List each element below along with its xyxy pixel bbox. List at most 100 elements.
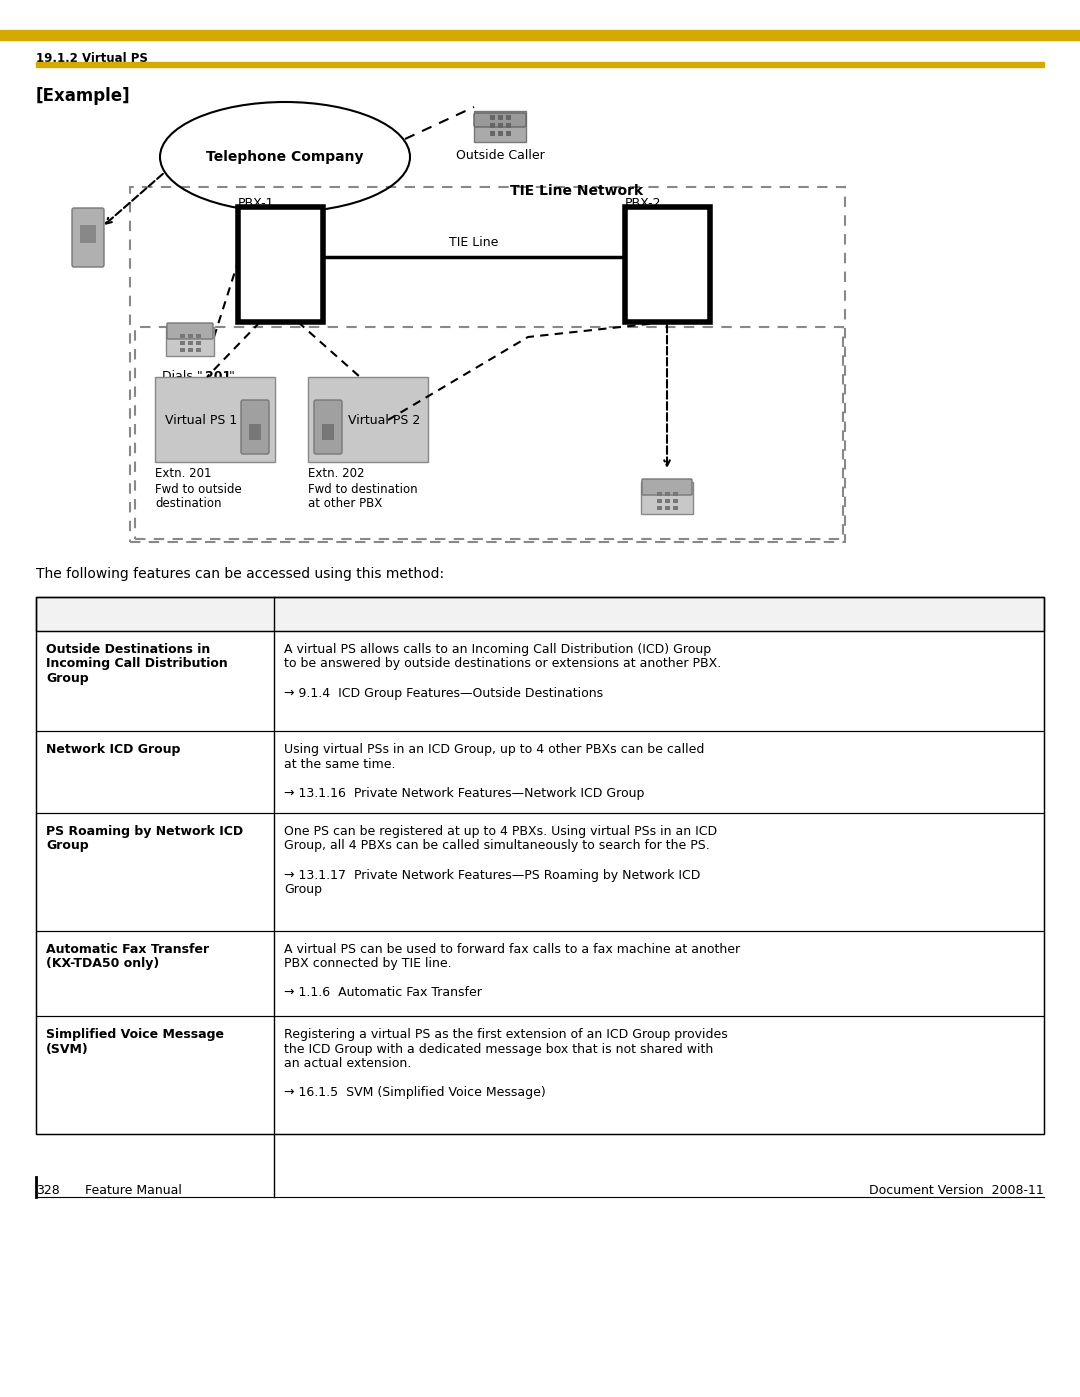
Text: Fwd to outside: Fwd to outside [156, 483, 242, 496]
Bar [188, 348, 193, 352]
Text: to be answered by outside destinations or extensions at another PBX.: to be answered by outside destinations o… [284, 658, 721, 671]
Bar [665, 492, 670, 496]
Bar [642, 482, 693, 514]
Bar [166, 327, 214, 356]
Bar [156, 377, 275, 462]
Text: → 16.1.5  SVM (Simplified Voice Message): → 16.1.5 SVM (Simplified Voice Message) [284, 1085, 545, 1099]
Bar [36, 731, 1044, 813]
Bar [490, 131, 495, 136]
Text: (SVM): (SVM) [46, 1042, 89, 1056]
Text: Group, all 4 PBXs can be called simultaneously to search for the PS.: Group, all 4 PBXs can be called simultan… [284, 840, 710, 852]
Text: TIE Line: TIE Line [449, 236, 499, 249]
FancyBboxPatch shape [241, 400, 269, 454]
Text: → 13.1.16  Private Network Features—Network ICD Group: → 13.1.16 Private Network Features—Netwo… [284, 787, 645, 799]
FancyBboxPatch shape [72, 208, 104, 267]
FancyBboxPatch shape [474, 113, 526, 127]
Text: Dials ": Dials " [162, 370, 203, 383]
Text: → 9.1.4  ICD Group Features—Outside Destinations: → 9.1.4 ICD Group Features—Outside Desti… [284, 686, 603, 700]
Bar [36, 813, 1044, 930]
Text: → 13.1.17  Private Network Features—PS Roaming by Network ICD: → 13.1.17 Private Network Features—PS Ro… [284, 869, 700, 882]
Text: PBX-1: PBX-1 [238, 197, 274, 210]
Text: PBX-2: PBX-2 [625, 197, 661, 210]
Bar [238, 207, 323, 321]
Bar [507, 131, 511, 136]
Text: the ICD Group with a dedicated message box that is not shared with: the ICD Group with a dedicated message b… [284, 1042, 713, 1056]
Bar [195, 334, 201, 338]
Bar [308, 377, 428, 462]
Bar [180, 341, 185, 345]
Text: Virtual PS 1: Virtual PS 1 [165, 414, 238, 426]
Bar [36, 631, 1044, 731]
Text: an actual extension.: an actual extension. [284, 1058, 411, 1070]
Bar [36, 597, 1044, 631]
Text: Feature Manual: Feature Manual [85, 1185, 181, 1197]
Text: A virtual PS allows calls to an Incoming Call Distribution (ICD) Group: A virtual PS allows calls to an Incoming… [284, 643, 711, 657]
Bar [673, 499, 678, 503]
Bar [673, 506, 678, 510]
Bar [498, 131, 503, 136]
Bar [507, 123, 511, 129]
Text: Simplified Voice Message: Simplified Voice Message [46, 1028, 224, 1041]
FancyBboxPatch shape [314, 400, 342, 454]
Bar [625, 207, 710, 321]
Text: Registering a virtual PS as the first extension of an ICD Group provides: Registering a virtual PS as the first ex… [284, 1028, 728, 1041]
Text: Extn. 201: Extn. 201 [156, 467, 212, 481]
Bar [36, 61, 1044, 67]
Text: → 1.1.6  Automatic Fax Transfer: → 1.1.6 Automatic Fax Transfer [284, 986, 482, 999]
Text: Group: Group [46, 672, 89, 685]
Bar [36, 930, 1044, 1016]
Text: 328: 328 [36, 1185, 59, 1197]
Bar [195, 348, 201, 352]
Bar [0, 29, 1080, 41]
Text: One PS can be registered at up to 4 PBXs. Using virtual PSs in an ICD: One PS can be registered at up to 4 PBXs… [284, 826, 717, 838]
Text: (KX-TDA50 only): (KX-TDA50 only) [46, 957, 159, 971]
Text: Fwd to destination: Fwd to destination [308, 483, 418, 496]
Bar [673, 492, 678, 496]
Bar [249, 425, 261, 440]
Text: Description & Reference: Description & Reference [564, 608, 755, 622]
Bar [188, 334, 193, 338]
Bar [188, 341, 193, 345]
Text: PBX connected by TIE line.: PBX connected by TIE line. [284, 957, 451, 971]
Text: ": " [229, 370, 234, 383]
Text: PS Roaming by Network ICD: PS Roaming by Network ICD [46, 826, 243, 838]
Text: Group: Group [284, 883, 322, 895]
Bar [36, 1016, 1044, 1134]
Text: Outside Destinations in: Outside Destinations in [46, 643, 211, 657]
Text: [Example]: [Example] [36, 87, 131, 105]
Text: 201: 201 [205, 370, 231, 383]
Text: Document Version  2008-11: Document Version 2008-11 [869, 1185, 1044, 1197]
Text: Outside Caller: Outside Caller [456, 149, 544, 162]
Bar [498, 123, 503, 129]
Bar [180, 334, 185, 338]
Bar [665, 499, 670, 503]
Bar [135, 327, 843, 539]
Bar [36, 597, 1044, 1134]
Bar [130, 187, 845, 542]
Bar [474, 110, 526, 142]
Bar [490, 115, 495, 120]
Text: Virtual PS 2: Virtual PS 2 [348, 414, 420, 426]
Bar [498, 115, 503, 120]
Text: Using virtual PSs in an ICD Group, up to 4 other PBXs can be called: Using virtual PSs in an ICD Group, up to… [284, 743, 704, 756]
Text: at other PBX: at other PBX [308, 497, 382, 510]
Text: A virtual PS can be used to forward fax calls to a fax machine at another: A virtual PS can be used to forward fax … [284, 943, 740, 956]
Text: Incoming Call Distribution: Incoming Call Distribution [46, 658, 228, 671]
Bar [657, 492, 662, 496]
Text: Telephone Company: Telephone Company [206, 149, 364, 163]
Text: Feature: Feature [124, 608, 186, 622]
Bar [490, 123, 495, 129]
Text: The following features can be accessed using this method:: The following features can be accessed u… [36, 567, 444, 581]
Bar [195, 341, 201, 345]
Bar [657, 499, 662, 503]
Bar [657, 506, 662, 510]
Text: destination: destination [156, 497, 221, 510]
FancyBboxPatch shape [167, 323, 213, 339]
Text: Extn. 202: Extn. 202 [308, 467, 365, 481]
Bar [80, 225, 96, 243]
Bar [180, 348, 185, 352]
Bar [507, 115, 511, 120]
Text: TIE Line Network: TIE Line Network [510, 184, 643, 198]
Bar [665, 506, 670, 510]
FancyBboxPatch shape [642, 479, 692, 495]
